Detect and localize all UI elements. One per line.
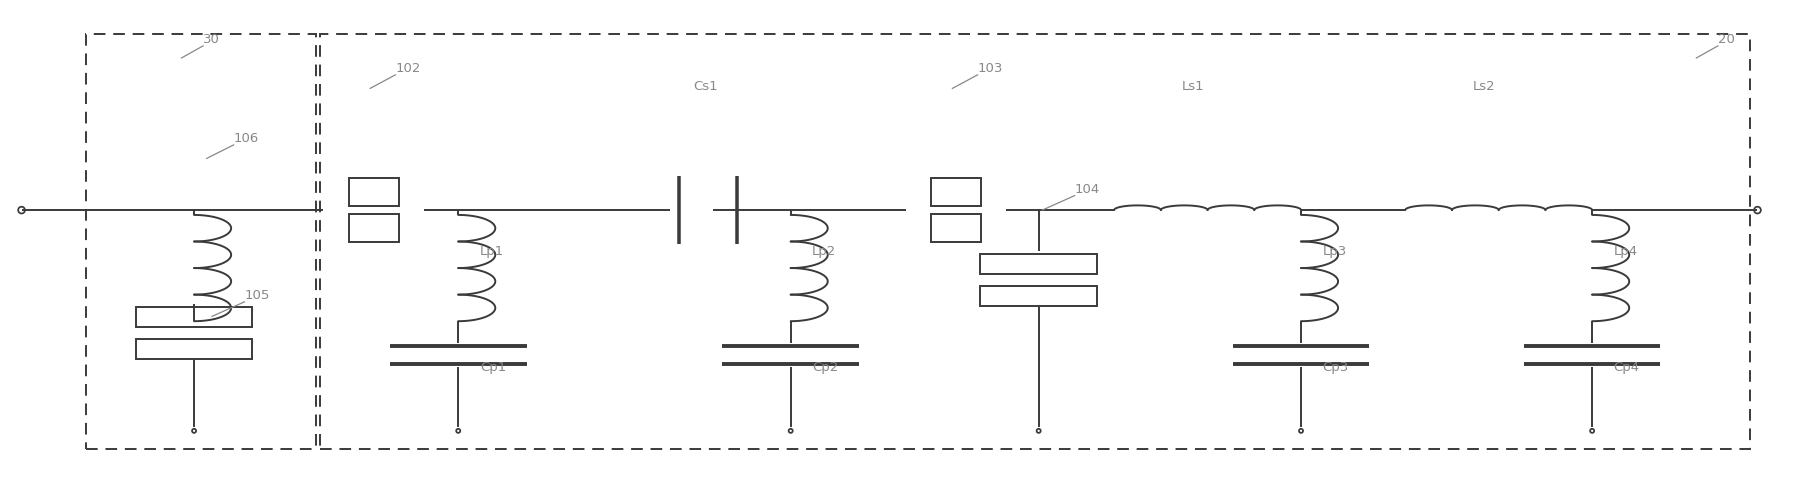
Bar [320, 34, 1750, 449]
Text: 102: 102 [395, 62, 420, 75]
Bar [137, 307, 253, 327]
Bar [931, 214, 981, 242]
Text: Lp4: Lp4 [1614, 245, 1637, 257]
Text: Cs1: Cs1 [694, 81, 719, 93]
Text: Ls1: Ls1 [1182, 81, 1204, 93]
Text: 106: 106 [234, 132, 259, 145]
Text: 105: 105 [244, 289, 270, 302]
Bar [86, 34, 316, 449]
Text: Lp2: Lp2 [812, 245, 836, 257]
Bar [349, 214, 399, 242]
Bar [931, 178, 981, 206]
Bar [981, 254, 1096, 274]
Bar [981, 286, 1096, 306]
Bar [349, 178, 399, 206]
Text: 20: 20 [1718, 33, 1734, 46]
Text: 103: 103 [978, 62, 1003, 75]
Text: Lp3: Lp3 [1323, 245, 1346, 257]
Text: 104: 104 [1075, 183, 1100, 196]
Text: 30: 30 [203, 33, 219, 46]
Bar [137, 339, 253, 359]
Text: Cp3: Cp3 [1323, 361, 1350, 373]
Text: Lp1: Lp1 [480, 245, 503, 257]
Text: Ls2: Ls2 [1474, 81, 1495, 93]
Text: Cp4: Cp4 [1614, 361, 1641, 373]
Text: Cp1: Cp1 [480, 361, 507, 373]
Text: Cp2: Cp2 [812, 361, 839, 373]
